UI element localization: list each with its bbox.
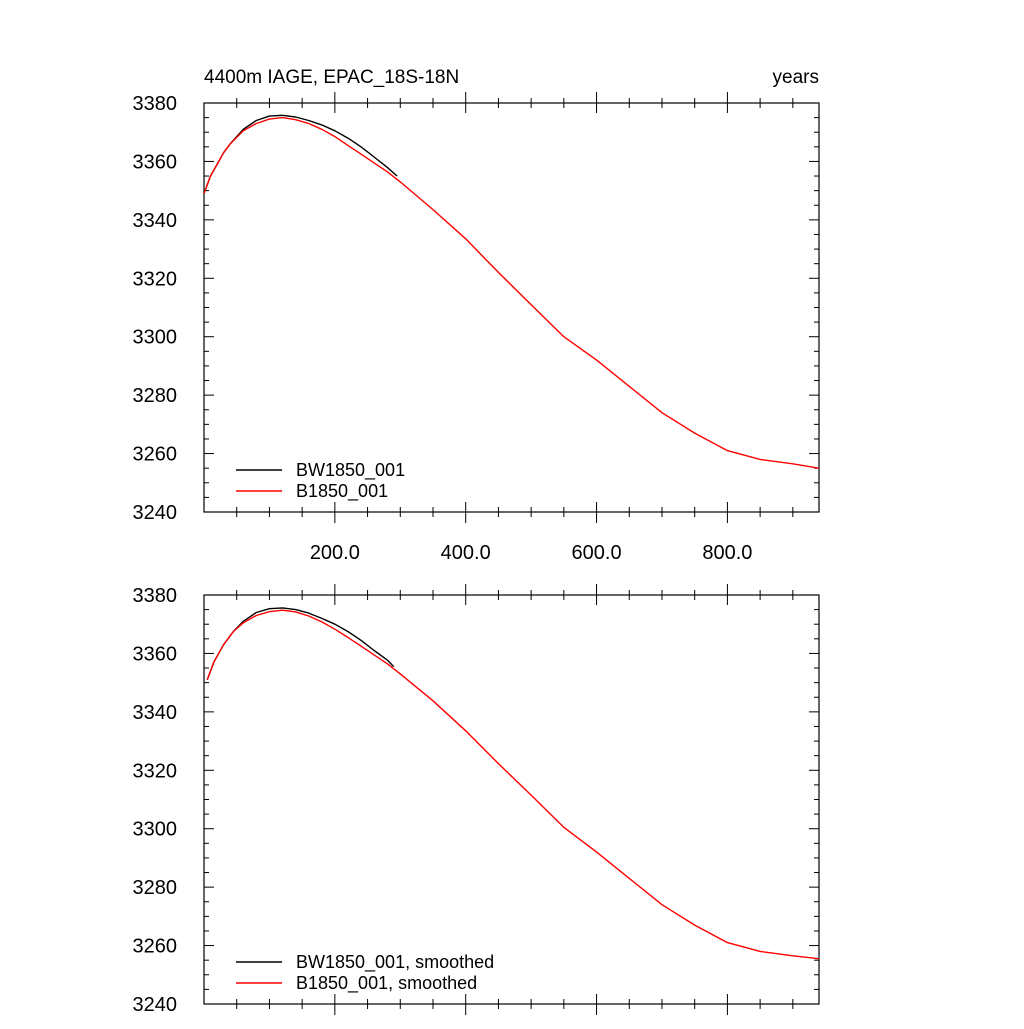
x-tick-label: 800.0 <box>702 542 752 564</box>
series-line-b1850-001-smoothed <box>206 609 820 960</box>
y-tick-label: 3380 <box>133 93 178 115</box>
y-tick-label: 3300 <box>133 819 178 841</box>
y-tick-label: 3260 <box>133 936 178 958</box>
legend-label-bw1850: BW1850_001 <box>296 460 405 481</box>
top-panel-legend: BW1850_001 B1850_001 <box>236 460 405 502</box>
y-tick-label: 3300 <box>133 327 178 349</box>
y-tick-label: 3320 <box>133 268 178 290</box>
y-tick-label: 3380 <box>133 585 178 607</box>
x-tick-label: 600.0 <box>572 542 622 564</box>
series-line-b1850-001 <box>203 116 820 469</box>
y-tick-label: 3360 <box>133 151 178 173</box>
series-line-bw1850-001 <box>203 114 398 194</box>
bottom-panel-ticks: 3240 3260 3280 3300 3320 3340 3360 3380 <box>133 584 819 1016</box>
legend-label-b1850-smoothed: B1850_001, smoothed <box>296 973 477 994</box>
y-tick-label: 3320 <box>133 760 178 782</box>
top-panel-series <box>203 114 820 469</box>
top-panel-ticks: 3240 3260 3280 3300 3320 3340 3360 3380 200.0 400… <box>133 92 819 564</box>
bottom-panel-legend: BW1850_001, smoothed B1850_001, smoothed <box>236 952 494 994</box>
y-tick-label: 3240 <box>133 502 178 524</box>
x-tick-label: 400.0 <box>441 542 491 564</box>
top-panel-title: 4400m IAGE, EPAC_18S-18N <box>204 67 459 88</box>
bottom-panel-series <box>206 607 820 960</box>
y-tick-label: 3340 <box>133 702 178 724</box>
y-tick-label: 3260 <box>133 444 178 466</box>
y-tick-label: 3240 <box>133 994 178 1016</box>
x-tick-label: 200.0 <box>310 542 360 564</box>
series-line-bw1850-001-smoothed <box>206 607 395 680</box>
y-tick-label: 3280 <box>133 385 178 407</box>
y-tick-label: 3280 <box>133 877 178 899</box>
y-tick-label: 3360 <box>133 643 178 665</box>
legend-label-b1850: B1850_001 <box>296 481 388 502</box>
top-panel-right-title: years <box>773 67 819 88</box>
y-tick-label: 3340 <box>133 210 178 232</box>
legend-label-bw1850-smoothed: BW1850_001, smoothed <box>296 952 494 973</box>
